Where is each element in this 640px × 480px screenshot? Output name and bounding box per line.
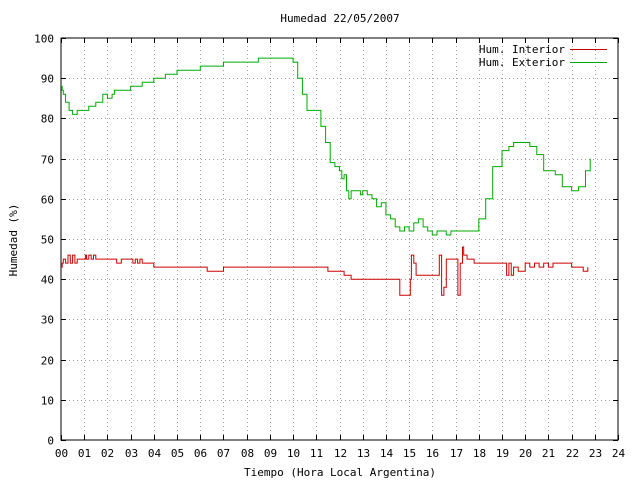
x-tick-label: 20 [519,447,532,460]
y-tick-label: 60 [41,194,54,207]
y-tick-label: 90 [41,73,54,86]
legend-label: Hum. Interior [479,43,565,56]
y-axis-label: Humedad (%) [7,204,20,277]
y-tick-label: 20 [41,355,54,368]
y-tick-label: 40 [41,274,54,287]
x-tick-label: 22 [566,447,579,460]
legend-label: Hum. Exterior [479,56,565,69]
series [61,57,591,296]
x-tick-label: 02 [101,447,114,460]
x-tick-label: 14 [380,447,394,460]
x-tick-label: 13 [357,447,370,460]
y-tick-label: 70 [41,154,54,167]
x-axis-label: Tiempo (Hora Local Argentina) [244,466,436,479]
x-tick-label: 00 [55,447,68,460]
chart-title: Humedad 22/05/2007 [280,12,399,25]
x-tick-label: 17 [450,447,463,460]
y-axis-ticks: 0 10 20 30 40 50 60 70 80 90 100 [34,33,618,448]
y-tick-label: 0 [47,435,54,448]
y-tick-label: 30 [41,314,54,327]
x-tick-label: 18 [473,447,486,460]
x-tick-label: 23 [589,447,602,460]
y-tick-label: 100 [34,33,54,46]
series-line-exterior [61,57,591,236]
x-tick-label: 19 [496,447,509,460]
x-tick-label: 07 [217,447,230,460]
y-tick-label: 10 [41,395,54,408]
x-tick-label: 21 [542,447,555,460]
x-tick-label: 03 [125,447,138,460]
y-tick-label: 50 [41,234,54,247]
x-tick-label: 10 [287,447,300,460]
plot-frame [60,37,619,441]
grid [61,38,618,440]
x-tick-label: 15 [403,447,416,460]
x-tick-label: 09 [264,447,277,460]
x-tick-label: 11 [310,447,323,460]
x-tick-label: 12 [334,447,347,460]
y-tick-label: 80 [41,113,54,126]
series-line-interior [61,246,589,296]
x-tick-label: 06 [194,447,207,460]
x-tick-label: 05 [171,447,184,460]
x-axis-ticks: 00 01 02 03 04 05 06 07 08 09 10 11 12 13 14 15 16 17 18 19… [55,38,626,460]
x-tick-label: 01 [78,447,91,460]
x-tick-label: 08 [241,447,254,460]
x-tick-label: 24 [612,447,626,460]
x-tick-label: 16 [426,447,439,460]
x-tick-label: 04 [148,447,162,460]
